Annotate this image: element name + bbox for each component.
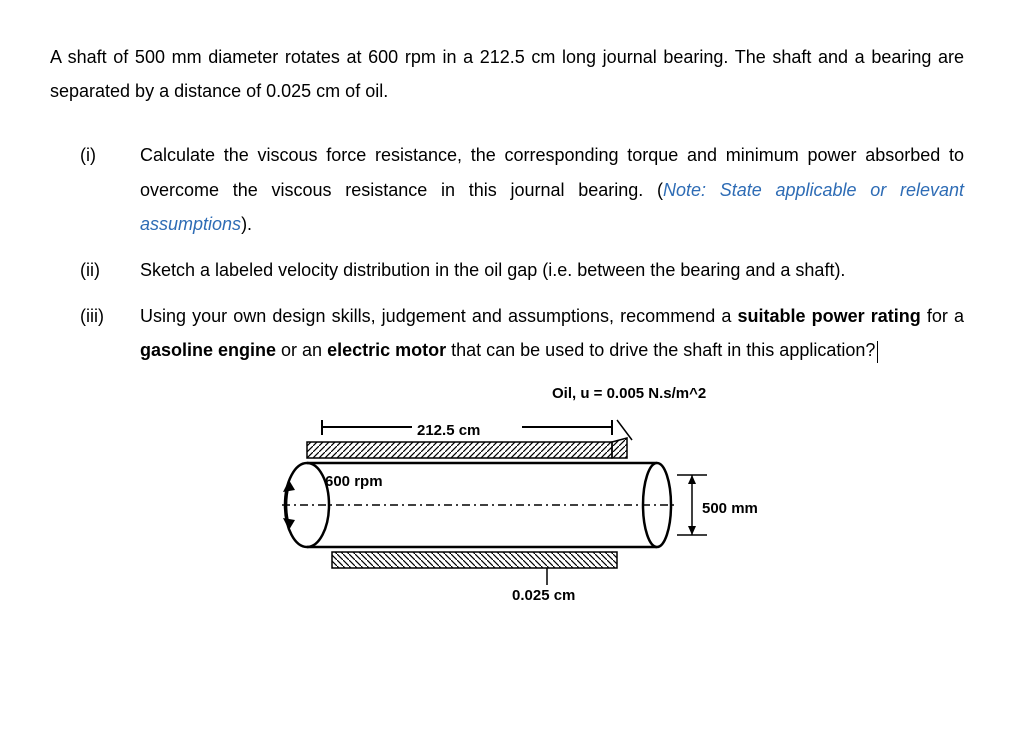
question-list: (i) Calculate the viscous force resistan… (50, 138, 964, 367)
gap-label: 0.025 cm (512, 582, 575, 611)
q2-text: Sketch a labeled velocity distribution i… (140, 253, 964, 287)
question-1: (i) Calculate the viscous force resistan… (80, 138, 964, 241)
intro-line1: A shaft of 500 mm diameter rotates at 60… (50, 47, 728, 67)
question-3: (iii) Using your own design skills, judg… (80, 299, 964, 367)
q3-bold-c: electric motor (327, 340, 446, 360)
intro-paragraph: A shaft of 500 mm diameter rotates at 60… (50, 40, 964, 108)
q3-text: Using your own design skills, judgement … (140, 299, 964, 367)
journal-bearing-diagram: Oil, u = 0.005 N.s/m^2 212.5 cm 600 rpm … (247, 380, 767, 620)
q1-number: (i) (80, 138, 140, 241)
rpm-label: 600 rpm (325, 468, 383, 497)
diameter-label: 500 mm (702, 495, 758, 524)
oil-label: Oil, u = 0.005 N.s/m^2 (552, 380, 706, 409)
q3-bold-a: suitable power rating (737, 306, 920, 326)
q3-bold-b: gasoline engine (140, 340, 276, 360)
q3-text-b: for a (921, 306, 964, 326)
q3-text-d: that can be used to drive the shaft in t… (446, 340, 875, 360)
q3-number: (iii) (80, 299, 140, 367)
q1-text-b: ). (241, 214, 252, 234)
figure-container: Oil, u = 0.005 N.s/m^2 212.5 cm 600 rpm … (50, 380, 964, 620)
q3-text-a: Using your own design skills, judgement … (140, 306, 737, 326)
q1-text: Calculate the viscous force resistance, … (140, 138, 964, 241)
q3-text-c: or an (276, 340, 327, 360)
question-2: (ii) Sketch a labeled velocity distribut… (80, 253, 964, 287)
length-label: 212.5 cm (417, 417, 480, 446)
text-cursor (877, 341, 878, 363)
q2-number: (ii) (80, 253, 140, 287)
